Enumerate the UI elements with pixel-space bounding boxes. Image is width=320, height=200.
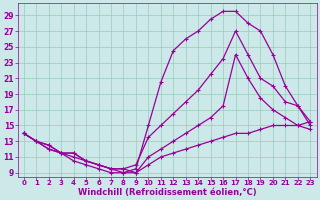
X-axis label: Windchill (Refroidissement éolien,°C): Windchill (Refroidissement éolien,°C) — [78, 188, 256, 197]
